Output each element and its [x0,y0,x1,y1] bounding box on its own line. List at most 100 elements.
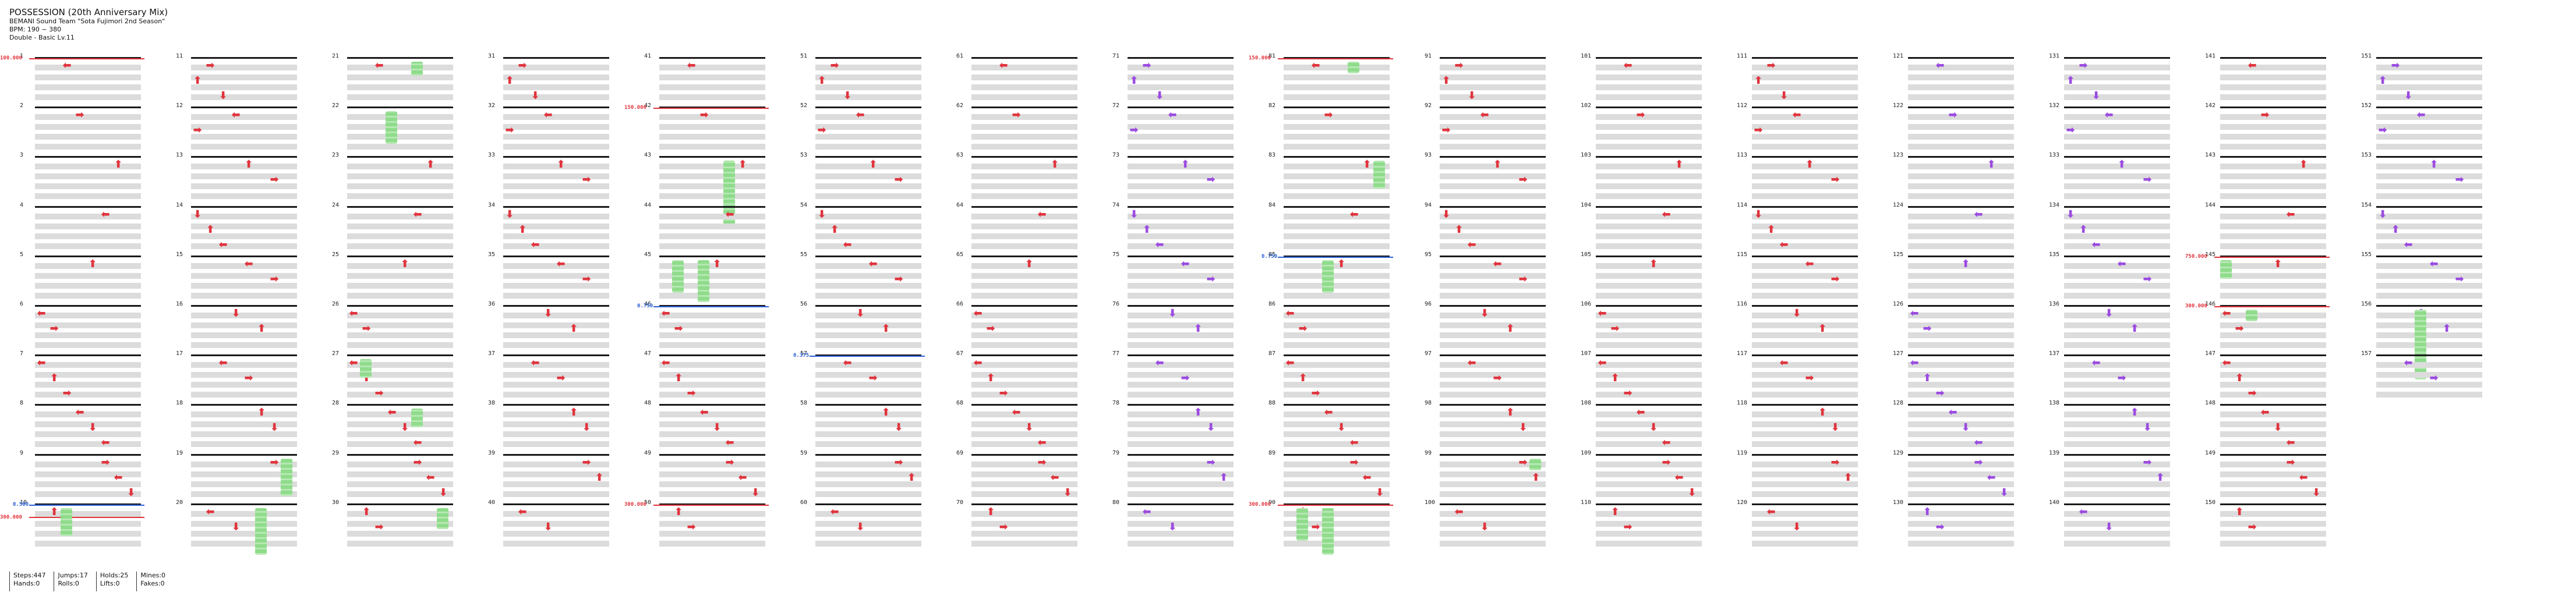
beat-band [347,471,453,477]
beat-band [2376,213,2482,219]
beat-band [2376,134,2482,140]
beat-band [1596,183,1702,190]
beat-band [35,144,141,150]
measure-number: 100 [1425,499,1436,506]
measure: 140 ⬅ ⬇ [2049,499,2170,553]
hold-note [723,161,735,226]
beat-band [2064,491,2170,497]
stat-rolls: Rolls:0 [58,580,79,587]
beat-band [1752,134,1858,140]
measure-line [1284,305,1390,307]
beat-band [1128,65,1234,70]
beat-band [1284,392,1390,398]
step-arrow-right: ➡ [2143,173,2152,186]
beat-band [1284,382,1390,388]
measure-line [191,255,297,257]
measure-number: 96 [1425,301,1432,307]
measure-number: 153 [2361,152,2372,159]
beat-band [659,65,765,70]
measure-line [503,57,609,59]
measure-line [1128,57,1234,59]
beat-band [1128,461,1234,467]
measure: 137 ⬅ ➡ [2049,351,2170,404]
beat-band [2376,322,2482,328]
beat-band [2220,134,2326,140]
measure-line [1284,156,1390,158]
step-arrow-right: ➡ [75,109,84,122]
step-arrow-down: ⬇ [1467,90,1476,102]
step-arrow-right: ➡ [687,387,696,400]
beat-band [347,392,453,398]
beat-band [35,134,141,140]
beat-band [191,372,297,378]
measure-number: 105 [1581,251,1592,258]
beat-band [815,173,921,180]
speed-change-line [2214,306,2330,307]
measure: 42 ➡ 150.000 [624,103,769,156]
hold-note [2220,260,2232,279]
measure: 111 ➡ ⬆ ⬇ [1737,54,1858,107]
beat-band [815,213,921,219]
hold-note [2415,310,2426,379]
beat-band [1128,322,1234,328]
beat-band [1596,481,1702,487]
step-arrow-right: ➡ [1831,173,1840,186]
measure-number: 157 [2361,350,2372,357]
measure-number: 36 [488,301,496,307]
beat-band [347,272,453,279]
step-arrow-up: ⬆ [88,257,97,270]
beat-band [191,471,297,477]
measure: 14 ⬇ ⬆ ⬅ [176,202,297,256]
measure-line [659,57,765,59]
measure-line [659,255,765,257]
measure: 25 ⬆ [332,251,453,305]
beat-band [1596,372,1702,378]
step-arrow-right: ➡ [50,322,59,335]
step-arrow-left: ⬅ [1454,505,1464,518]
measure-number: 8 [20,400,24,407]
measure: 136 ⬇ ⬆ [2049,301,2170,354]
measure-line [971,205,1077,208]
beat-band [2376,84,2482,90]
step-arrow-right: ➡ [556,372,566,385]
beat-band [1440,411,1546,418]
measure: 5 ⬆ [20,251,141,305]
beat-band [191,84,297,90]
measure: 21 ⬅ [332,54,453,107]
beat-band [1752,520,1858,527]
beat-band [35,362,141,368]
measure-line [347,503,453,505]
measure-number: 22 [332,102,340,109]
measure-number: 41 [644,53,652,59]
beat-band [2376,292,2482,299]
measure-number: 81 [1268,53,1276,59]
step-arrow-right: ➡ [1518,272,1528,285]
beat-band [1284,164,1390,170]
step-arrow-left: ⬅ [2299,471,2308,484]
beat-band [1128,213,1234,219]
beat-band [35,411,141,418]
beat-band [659,421,765,428]
measure-line [2064,255,2170,257]
beat-band [1284,372,1390,378]
measure-number: 28 [332,400,340,407]
step-arrow-right: ➡ [362,322,371,335]
measure-line [35,156,141,158]
step-arrow-up: ⬆ [50,505,59,518]
measure-number: 45 [644,251,652,258]
beat-band [1284,262,1390,269]
beat-band [1284,362,1390,368]
measure-number: 144 [2205,201,2216,208]
measure-number: 95 [1425,251,1432,258]
beat-band [2220,392,2326,398]
measure-number: 120 [1737,499,1748,506]
beat-band [503,144,609,150]
measure-line [815,107,921,109]
beat-band [815,332,921,338]
beat-band [1752,65,1858,70]
measure-number: 9 [20,449,24,456]
step-arrow-up: ⬆ [518,223,527,236]
beat-band [503,243,609,249]
beat-band [1908,332,2014,338]
measure: 128 ⬅ ⬇ ⬅ [1893,400,2014,453]
